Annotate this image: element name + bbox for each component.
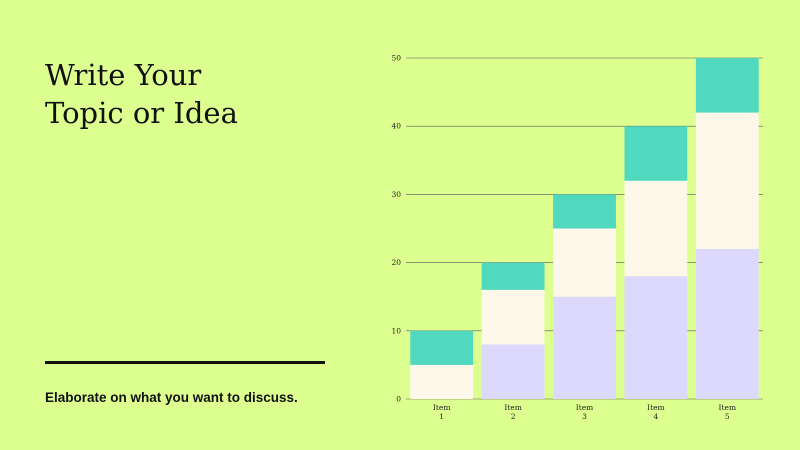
bar-segment-item1-series3 — [410, 330, 474, 365]
x-tick-label-item1-line1: Item — [433, 403, 451, 412]
slide-title-line-1: Write Your — [45, 58, 202, 92]
slide-title-line-2: Topic or Idea — [45, 96, 238, 130]
x-tick-label-item2-line1: Item — [504, 403, 522, 412]
bar-segment-item4-series1 — [624, 276, 688, 399]
x-tick-label-item3-line2: 3 — [582, 412, 587, 421]
bar-segment-item3-series2 — [553, 228, 616, 297]
slide-title: Write Your Topic or Idea — [45, 56, 238, 132]
bar-segment-item5-series3 — [695, 58, 759, 113]
y-tick-label-30: 30 — [391, 190, 401, 199]
bar-segment-item4-series2 — [624, 180, 688, 277]
bar-segment-item2-series2 — [481, 289, 545, 345]
bar-segment-item5-series1 — [695, 248, 759, 399]
x-tick-label-item2-line2: 2 — [511, 412, 516, 421]
x-tick-label-item5-line1: Item — [719, 403, 737, 412]
x-tick-label-item3-line1: Item — [576, 403, 594, 412]
title-divider — [45, 361, 325, 364]
bar-segment-item5-series2 — [695, 112, 759, 249]
y-tick-label-0: 0 — [396, 395, 401, 404]
y-tick-label-10: 10 — [391, 326, 401, 335]
bar-segment-item2-series3 — [481, 262, 545, 290]
x-tick-label-item4-line1: Item — [647, 403, 665, 412]
slide-subtitle: Elaborate on what you want to discuss. — [45, 390, 298, 405]
y-tick-label-20: 20 — [391, 258, 401, 267]
bar-segment-item2-series1 — [481, 344, 545, 399]
bar-segment-item1-series2 — [410, 364, 474, 399]
x-tick-label-item4-line2: 4 — [654, 412, 659, 421]
bar-segment-item4-series3 — [624, 126, 688, 181]
x-tick-label-item1-line2: 1 — [439, 412, 444, 421]
y-tick-label-40: 40 — [391, 122, 401, 131]
bar-segment-item3-series1 — [553, 296, 616, 399]
y-tick-label-50: 50 — [391, 54, 401, 63]
bar-segment-item3-series3 — [553, 194, 616, 229]
x-tick-label-item5-line2: 5 — [725, 412, 730, 421]
